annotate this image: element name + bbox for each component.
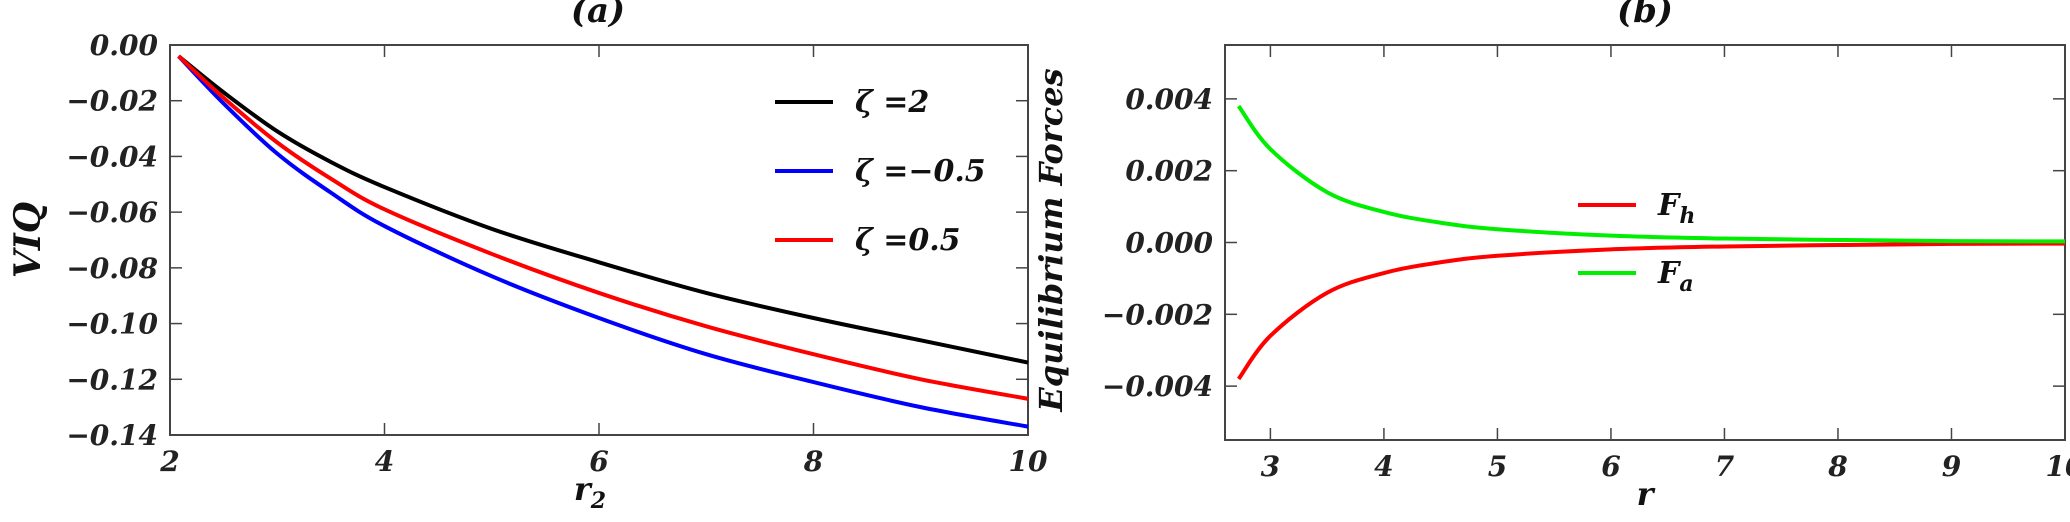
panel-b-ylabel: Equilibrium Forces xyxy=(1032,68,1070,412)
x-tick-label: 2 xyxy=(159,445,179,478)
series-line-1 xyxy=(177,54,1029,429)
legend-label-1: Fa xyxy=(1657,256,1694,297)
panel-b-y-axis: 0.004 0.002 0.000 −0.002 −0.004 xyxy=(1102,83,2065,403)
y-tick-label: −0.004 xyxy=(1102,370,1213,403)
panel-b: (b) 0.004 0.002 0.000 −0.002 −0.004 3 4 5 6 7 8 9 1… xyxy=(1032,0,2070,513)
x-tick-label: 3 xyxy=(1261,450,1280,483)
y-tick-label: −0.06 xyxy=(66,196,158,229)
y-tick-label: −0.04 xyxy=(66,140,158,173)
legend-label-1: ζ =−0.5 xyxy=(855,154,986,189)
y-tick-label: 0.00 xyxy=(90,29,159,62)
series-line-0 xyxy=(1236,241,2066,381)
x-tick-label: 6 xyxy=(1601,450,1620,483)
y-tick-label: −0.02 xyxy=(66,85,158,118)
panel-a-x-axis: 2 4 6 8 10 xyxy=(159,45,1048,478)
legend-label-0: ζ =2 xyxy=(855,85,929,120)
panel-b-xlabel: r xyxy=(1637,475,1656,513)
y-tick-label: −0.12 xyxy=(66,363,158,396)
y-tick-label: −0.002 xyxy=(1102,298,1213,331)
y-tick-label: −0.10 xyxy=(66,308,158,341)
panel-b-x-axis: 3 4 5 6 7 8 9 10 xyxy=(1261,45,2070,483)
legend-label-0: Fh xyxy=(1657,188,1695,229)
panel-a-title: (a) xyxy=(571,0,625,31)
x-tick-label: 7 xyxy=(1715,450,1735,483)
y-tick-label: 0.004 xyxy=(1125,83,1213,116)
panel-a-ylabel: VIQ xyxy=(7,202,49,278)
panel-a-legend: ζ =2 ζ =−0.5 ζ =0.5 xyxy=(775,85,986,258)
x-tick-label: 10 xyxy=(2046,450,2070,483)
y-tick-label: −0.14 xyxy=(66,419,158,452)
series-line-0 xyxy=(177,54,1029,365)
x-tick-label: 6 xyxy=(589,445,608,478)
x-tick-label: 8 xyxy=(803,445,823,478)
panel-a-xlabel: r2 xyxy=(574,470,606,514)
panel-b-title: (b) xyxy=(1617,0,1673,31)
legend-label-2: ζ =0.5 xyxy=(855,223,961,258)
series-line-1 xyxy=(1236,104,2066,244)
y-tick-label: 0.000 xyxy=(1125,227,1213,260)
x-tick-label: 4 xyxy=(375,445,394,478)
x-tick-label: 4 xyxy=(1374,450,1393,483)
y-tick-label: −0.08 xyxy=(66,252,158,285)
x-tick-label: 5 xyxy=(1488,450,1507,483)
panel-b-legend: Fh Fa xyxy=(1578,188,1695,297)
y-tick-label: 0.002 xyxy=(1125,155,1213,188)
x-tick-label: 10 xyxy=(1009,445,1048,478)
x-tick-label: 9 xyxy=(1942,450,1961,483)
panel-a-y-axis: 0.00 −0.02 −0.04 −0.06 −0.08 −0.10 −0.12 −0.14 xyxy=(66,29,1028,452)
panel-a: (a) 0.00 −0.02 −0.04 −0.06 −0.08 −0.10 −0.12 −0… xyxy=(7,0,1048,514)
series-line-2 xyxy=(177,54,1029,401)
x-tick-label: 8 xyxy=(1827,450,1847,483)
panel-b-series xyxy=(1236,104,2066,381)
panel-a-series xyxy=(177,54,1029,429)
